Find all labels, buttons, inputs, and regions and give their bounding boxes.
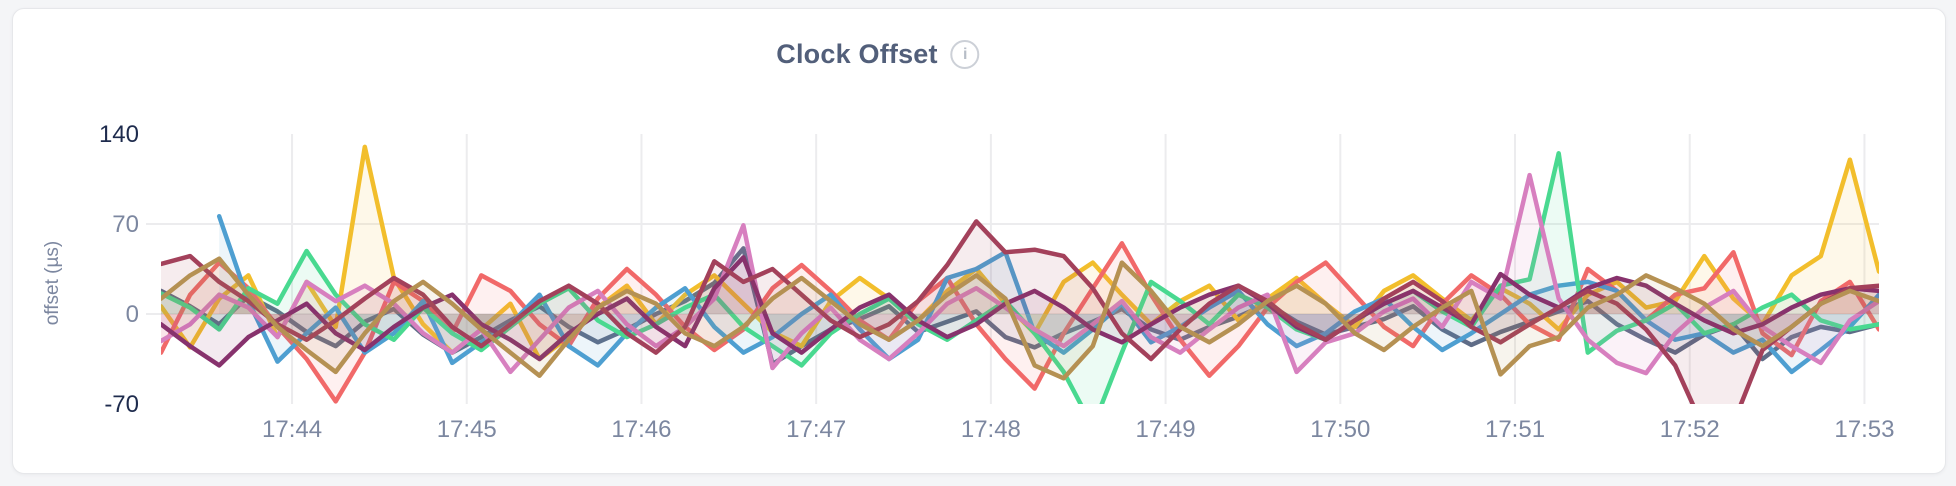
chart-plot-area[interactable] [161, 134, 1879, 404]
x-tick-label-17:52: 17:52 [1660, 416, 1720, 443]
y-tick-label--70: -70 [104, 391, 139, 418]
series-area-series-3 [161, 243, 1879, 402]
x-tick-label-17:50: 17:50 [1310, 416, 1370, 443]
series-line-series-9 [161, 256, 1879, 381]
x-tick-label-17:45: 17:45 [437, 416, 497, 443]
y-tick-label-140: 140 [99, 121, 139, 148]
series-area-series-1 [161, 248, 1879, 365]
chart-card: Clock Offset i 140 70 0 -70 17:44 17:45 17:46 1… [12, 8, 1946, 474]
series-area-series-6 [161, 175, 1879, 374]
x-tick-label-17:44: 17:44 [262, 416, 322, 443]
page-title: Clock Offset [776, 39, 938, 69]
y-tick-label-0: 0 [126, 301, 139, 328]
x-tick-label-17:46: 17:46 [611, 416, 671, 443]
y-tick-label-70: 70 [112, 211, 139, 238]
series-line-series-8 [161, 219, 1879, 404]
series-area-series-7 [161, 257, 1879, 366]
x-tick-label-17:53: 17:53 [1834, 416, 1894, 443]
series-area-series-4 [219, 216, 1879, 372]
clock-offset-chart[interactable]: 140 70 0 -70 17:44 17:45 17:46 17:47 17:48 17:49 1… [13, 9, 1945, 473]
y-axis-label: offset (µs) [42, 241, 63, 326]
series-area-series-8 [161, 221, 1879, 404]
series-line-series-7 [161, 255, 1879, 368]
x-tick-label-17:49: 17:49 [1136, 416, 1196, 443]
info-icon[interactable]: i [950, 40, 980, 69]
series-area-series-5 [161, 153, 1879, 404]
x-tick-label-17:51: 17:51 [1485, 416, 1545, 443]
plot-series-group [161, 144, 1879, 404]
x-tick-label-17:48: 17:48 [961, 416, 1021, 443]
series-line-series-6 [161, 172, 1879, 376]
chart-header: Clock Offset i [776, 39, 980, 70]
series-area-series-9 [161, 258, 1879, 379]
x-tick-label-17:47: 17:47 [786, 416, 846, 443]
